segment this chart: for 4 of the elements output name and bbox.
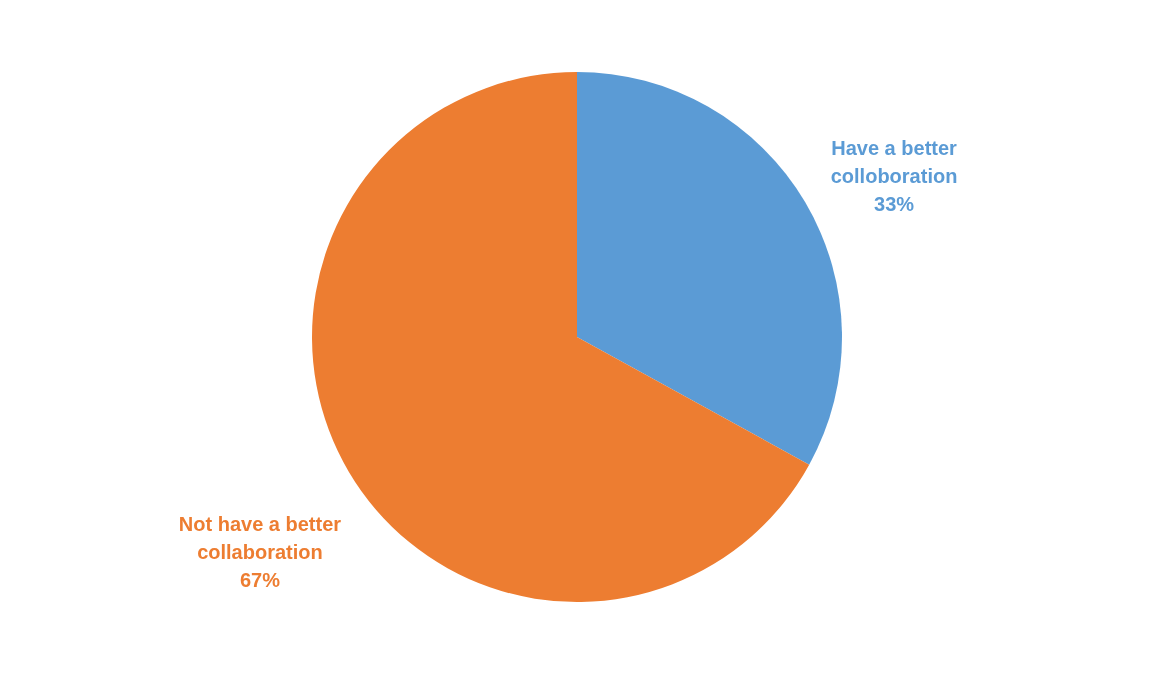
slice-label: Not have a better collaboration bbox=[178, 512, 342, 563]
data-label: 67% bbox=[239, 568, 281, 591]
slice-label: Have a better colloboration bbox=[830, 137, 958, 188]
data-label: 33% bbox=[874, 193, 915, 216]
